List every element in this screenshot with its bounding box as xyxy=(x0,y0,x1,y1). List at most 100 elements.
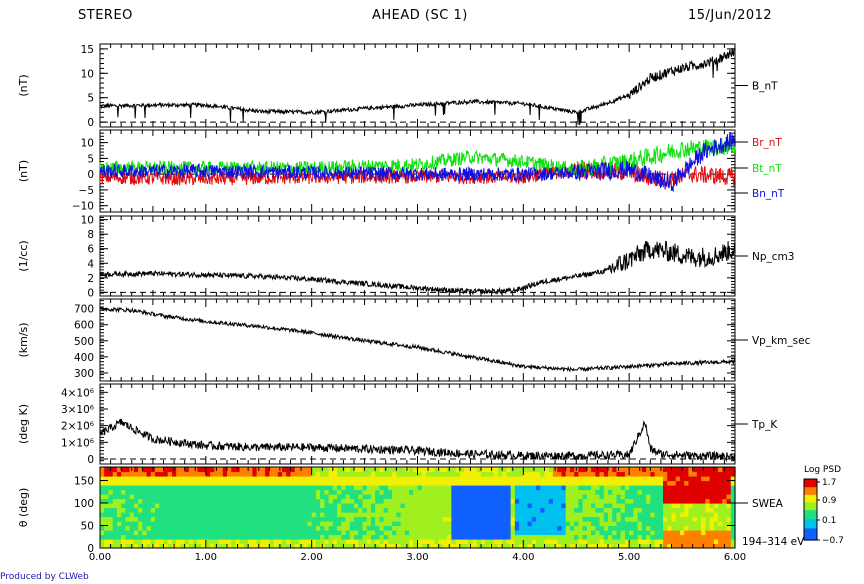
heatmap-cell xyxy=(646,503,651,509)
heatmap-cell xyxy=(451,512,457,518)
heatmap-cell xyxy=(129,480,135,486)
heatmap-cell xyxy=(641,521,647,527)
heatmap-cell xyxy=(243,476,249,482)
heatmap-cell xyxy=(612,539,618,545)
heatmap-cell xyxy=(218,512,224,518)
heatmap-cell xyxy=(455,498,461,504)
heatmap-cell xyxy=(497,494,503,500)
heatmap-cell xyxy=(193,512,198,518)
heatmap-cell xyxy=(146,530,152,536)
heatmap-cell xyxy=(730,534,736,540)
heatmap-cell xyxy=(608,512,613,518)
heatmap-cell xyxy=(552,525,558,531)
heatmap-cell xyxy=(142,498,148,504)
heatmap-cell xyxy=(400,480,406,486)
heatmap-cell xyxy=(358,485,364,491)
heatmap-cell xyxy=(125,476,131,482)
heatmap-cell xyxy=(184,489,190,495)
heatmap-cell xyxy=(379,485,385,491)
heatmap-cell xyxy=(658,476,664,482)
y-axis-label: (nT) xyxy=(17,74,30,96)
heatmap-cell xyxy=(713,507,719,513)
heatmap-cell xyxy=(303,521,309,527)
heatmap-cell xyxy=(667,485,673,491)
heatmap-cell xyxy=(718,485,723,491)
heatmap-cell xyxy=(540,503,546,509)
heatmap-cell xyxy=(112,489,118,495)
heatmap-cell xyxy=(485,476,491,482)
heatmap-cell xyxy=(277,534,283,540)
heatmap-cell xyxy=(565,480,571,486)
heatmap-cell xyxy=(701,539,706,545)
heatmap-cell xyxy=(421,471,427,477)
heatmap-cell xyxy=(561,503,567,509)
heatmap-cell xyxy=(167,521,173,527)
heatmap-cell xyxy=(121,489,126,495)
heatmap-cell xyxy=(599,485,605,491)
heatmap-cell xyxy=(455,530,461,536)
heatmap-cell xyxy=(464,507,469,513)
heatmap-cell xyxy=(595,534,601,540)
heatmap-cell xyxy=(430,498,436,504)
heatmap-cell xyxy=(354,534,359,540)
heatmap-cell xyxy=(616,534,622,540)
heatmap-cell xyxy=(459,521,465,527)
heatmap-cell xyxy=(565,516,571,522)
heatmap-cell xyxy=(497,480,503,486)
heatmap-cell xyxy=(404,530,410,536)
heatmap-cell xyxy=(561,507,567,513)
heatmap-cell xyxy=(392,530,397,536)
heatmap-cell xyxy=(138,534,143,540)
heatmap-cell xyxy=(129,485,135,491)
heatmap-cell xyxy=(400,543,406,549)
heatmap-cell xyxy=(252,498,258,504)
heatmap-cell xyxy=(349,476,355,482)
heatmap-cell xyxy=(201,512,207,518)
heatmap-cell xyxy=(438,530,444,536)
heatmap-cell xyxy=(591,534,596,540)
heatmap-cell xyxy=(557,525,563,531)
heatmap-cell xyxy=(205,467,211,473)
heatmap-cell xyxy=(409,480,414,486)
heatmap-cell xyxy=(273,485,279,491)
heatmap-cell xyxy=(273,539,279,545)
colorbar-frame xyxy=(803,478,818,541)
x-tick-label: 1.00 xyxy=(195,552,217,563)
heatmap-cell xyxy=(430,516,436,522)
heatmap-cell xyxy=(646,467,651,473)
heatmap-cell xyxy=(409,471,414,477)
heatmap-cell xyxy=(654,480,660,486)
heatmap-cell xyxy=(167,516,173,522)
heatmap-cell xyxy=(337,539,342,545)
heatmap-cell xyxy=(358,494,364,500)
heatmap-cell xyxy=(709,471,715,477)
heatmap-cell xyxy=(155,539,160,545)
heatmap-cell xyxy=(379,480,385,486)
heatmap-cell xyxy=(231,525,237,531)
heatmap-cell xyxy=(260,489,266,495)
heatmap-cell xyxy=(320,525,325,531)
heatmap-cell xyxy=(675,476,681,482)
heatmap-cell xyxy=(434,521,440,527)
heatmap-cell xyxy=(290,503,296,509)
heatmap-cell xyxy=(557,512,563,518)
heatmap-cell xyxy=(514,512,520,518)
heatmap-cell xyxy=(561,543,567,549)
heatmap-cell xyxy=(654,485,660,491)
heatmap-cell xyxy=(548,530,554,536)
heatmap-cell xyxy=(294,530,300,536)
heatmap-cell xyxy=(201,539,207,545)
heatmap-cell xyxy=(468,480,474,486)
heatmap-cell xyxy=(434,543,440,549)
heatmap-cell xyxy=(205,543,211,549)
heatmap-cell xyxy=(392,539,397,545)
heatmap-cell xyxy=(510,498,516,504)
heatmap-cell xyxy=(675,507,681,513)
heatmap-cell xyxy=(705,539,711,545)
heatmap-cell xyxy=(176,507,182,513)
heatmap-cell xyxy=(464,494,469,500)
heatmap-cell xyxy=(646,543,651,549)
heatmap-cell xyxy=(548,507,554,513)
heatmap-cell xyxy=(256,539,262,545)
